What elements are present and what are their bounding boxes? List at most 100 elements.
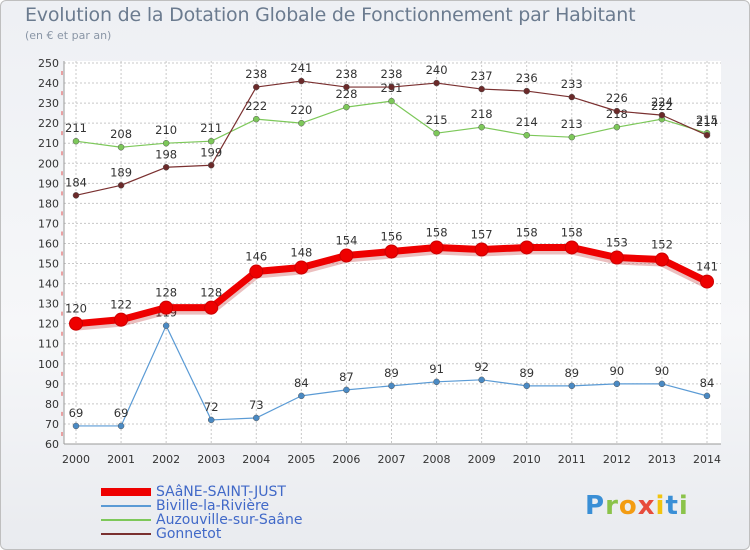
x-tick-label: 2004 (242, 453, 270, 466)
data-point (523, 131, 530, 139)
data-label: 215 (426, 113, 448, 127)
x-tick-label: 2003 (197, 453, 225, 466)
data-point (478, 123, 485, 131)
data-label: 214 (696, 115, 718, 129)
x-tick-label: 2011 (558, 453, 586, 466)
data-point (162, 164, 170, 171)
legend-label: Gonnetot (156, 526, 222, 542)
data-point (703, 131, 711, 139)
data-point (298, 392, 305, 400)
y-tick-label: 210 (38, 137, 59, 150)
data-point (343, 103, 350, 111)
y-tick-label: 150 (38, 258, 59, 271)
data-label: 220 (290, 103, 312, 117)
data-label: 92 (474, 360, 489, 374)
y-tick-label: 100 (38, 358, 59, 371)
y-tick-label: 230 (38, 97, 59, 110)
data-point (249, 264, 264, 279)
data-label: 153 (606, 236, 628, 250)
data-point (523, 382, 530, 390)
legend-swatch (101, 505, 151, 507)
data-label: 233 (561, 77, 583, 91)
data-point (388, 97, 395, 105)
x-tick-label: 2005 (287, 453, 315, 466)
legend-item: SAâNE-SAINT-JUST (101, 485, 302, 499)
data-point (613, 107, 621, 115)
data-label: 222 (651, 99, 673, 113)
data-point (703, 392, 711, 400)
chart-title: Evolution de la Dotation Globale de Fonc… (25, 4, 636, 26)
data-label: 158 (516, 225, 538, 239)
data-label: 89 (564, 366, 579, 380)
data-label: 69 (114, 406, 129, 420)
y-tick-label: 130 (38, 298, 59, 311)
y-tick-label: 110 (38, 338, 59, 351)
data-point (343, 386, 350, 394)
x-tick-label: 2013 (648, 453, 676, 466)
data-point (162, 322, 170, 329)
data-point (253, 414, 260, 422)
data-point (474, 242, 489, 257)
data-label: 228 (335, 87, 357, 101)
legend-swatch (101, 519, 151, 521)
data-point (114, 312, 129, 327)
data-point (478, 85, 485, 93)
data-point (117, 182, 125, 189)
x-tick-label: 2007 (378, 453, 406, 466)
data-point (384, 244, 399, 259)
data-point (388, 382, 395, 390)
data-label: 148 (290, 246, 312, 260)
data-label: 226 (606, 91, 628, 105)
data-point (117, 143, 125, 151)
y-tick-label: 240 (38, 77, 59, 90)
legend-item: Gonnetot (101, 527, 302, 541)
data-point (568, 382, 576, 390)
data-label: 214 (516, 115, 538, 129)
data-label: 72 (204, 400, 219, 414)
data-label: 90 (655, 364, 670, 378)
data-point (429, 240, 444, 255)
data-point (343, 83, 350, 91)
data-point (253, 115, 260, 123)
data-point (117, 422, 125, 430)
data-point (523, 87, 530, 95)
x-tick-label: 2012 (603, 453, 631, 466)
y-tick-label: 70 (45, 418, 59, 431)
chart-legend: SAâNE-SAINT-JUST Biville-la-Rivière Auzouv… (101, 485, 302, 541)
data-point (298, 77, 305, 85)
data-label: 157 (471, 227, 493, 241)
data-label: 236 (516, 71, 538, 85)
x-tick-label: 2008 (423, 453, 451, 466)
data-label: 211 (200, 121, 222, 135)
data-label: 237 (471, 69, 493, 83)
data-point (568, 133, 576, 141)
legend-swatch (101, 488, 151, 496)
data-label: 238 (245, 67, 267, 81)
data-point (207, 416, 215, 424)
y-tick-label: 250 (38, 57, 59, 70)
data-label: 73 (249, 398, 264, 412)
data-label: 211 (65, 121, 87, 135)
data-point (72, 192, 80, 199)
data-label: 199 (200, 145, 222, 159)
data-label: 222 (245, 99, 267, 113)
data-label: 198 (155, 147, 177, 161)
data-point (564, 240, 579, 255)
data-point (433, 378, 440, 386)
data-label: 208 (110, 127, 132, 141)
data-label: 146 (245, 250, 267, 264)
x-tick-label: 2006 (332, 453, 360, 466)
data-point (568, 93, 576, 101)
data-point (613, 123, 621, 131)
data-point (294, 260, 309, 275)
y-tick-label: 200 (38, 157, 59, 170)
y-tick-label: 120 (38, 318, 59, 331)
y-tick-label: 160 (38, 237, 59, 250)
chart-subtitle: (en € et par an) (25, 29, 112, 42)
y-tick-label: 80 (45, 398, 59, 411)
data-label: 241 (290, 61, 312, 75)
data-label: 238 (381, 67, 403, 81)
data-label: 128 (200, 286, 222, 300)
data-label: 224 (651, 95, 673, 109)
